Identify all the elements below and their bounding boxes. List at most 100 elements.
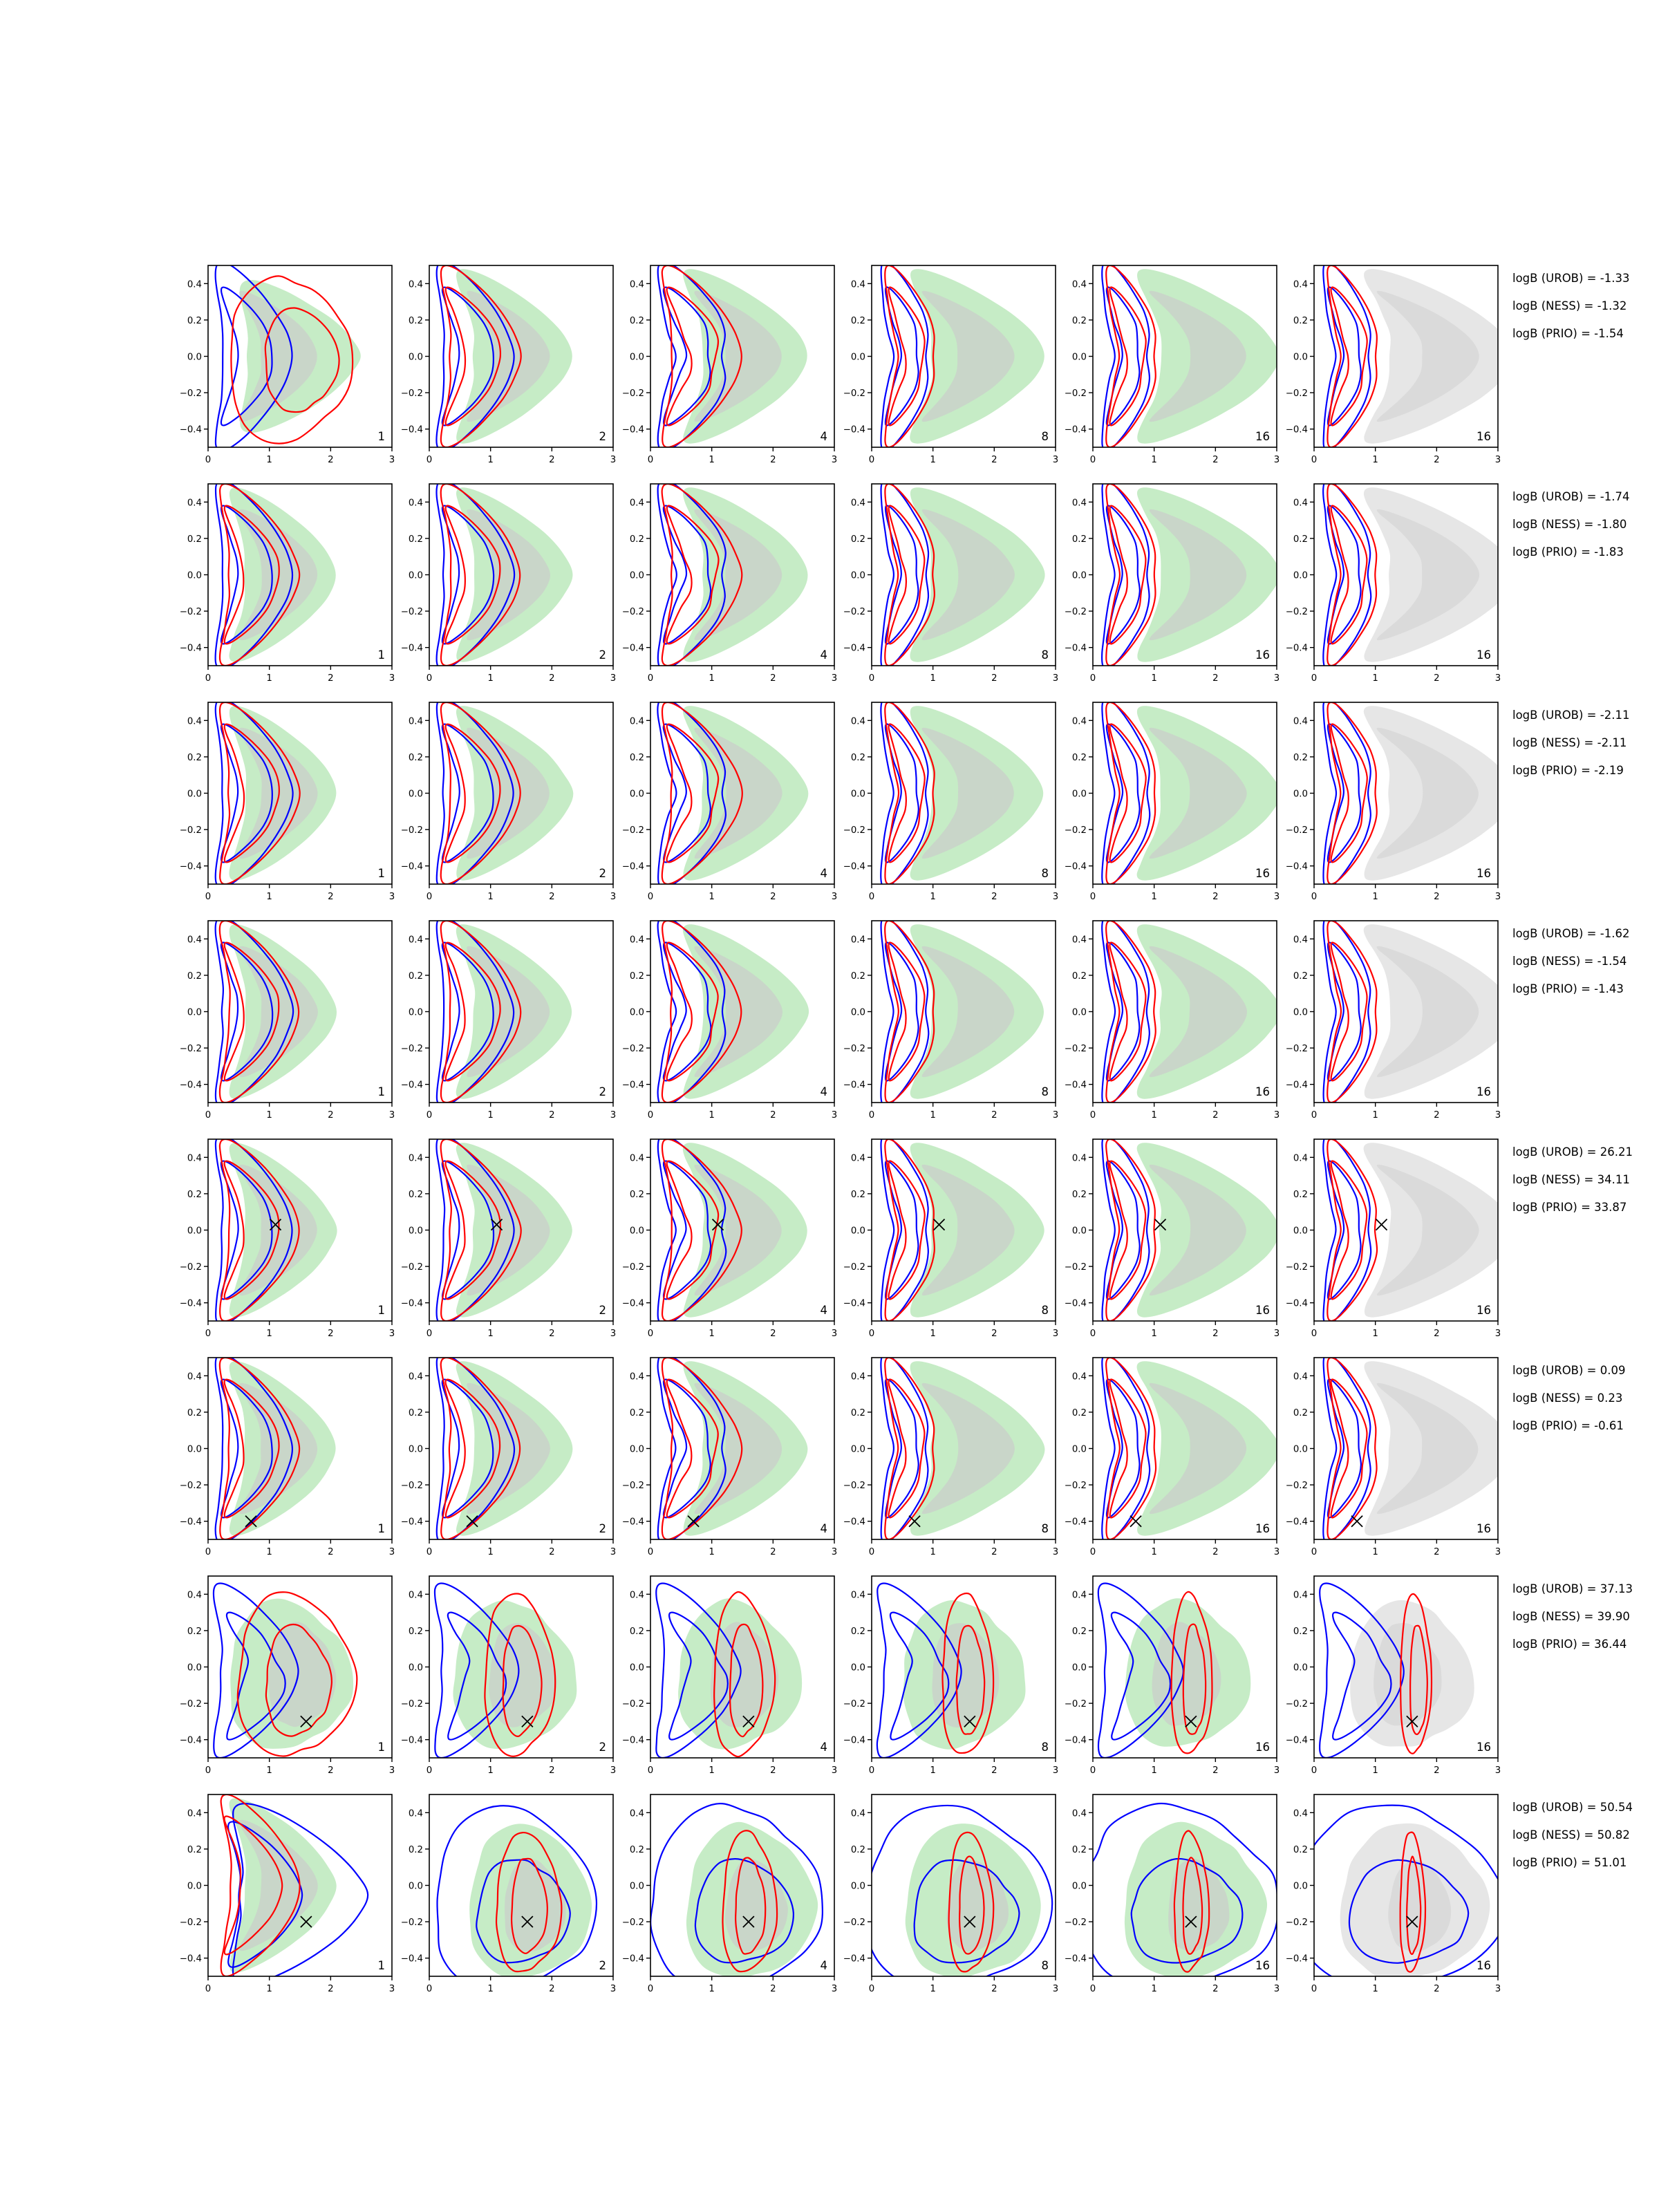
x-tick-label: 1 <box>487 1984 493 1994</box>
contour-layer <box>212 1582 358 1758</box>
x-tick-label: 3 <box>389 1984 395 1994</box>
x-tick-label: 0 <box>869 892 874 902</box>
contour-layer <box>1322 702 1498 884</box>
true-value-marker <box>521 1715 534 1728</box>
x-tick-label: 3 <box>832 1765 837 1776</box>
contour-layer <box>657 1358 808 1539</box>
x-tick-label: 0 <box>1311 1765 1317 1776</box>
y-tick-label: 0.4 <box>1072 1153 1087 1163</box>
y-tick-label: −0.2 <box>1065 825 1087 836</box>
x-tick-label: 1 <box>487 673 493 684</box>
subplot-r1-c4: 0.4 0.2 0.0 −0.2 −0.4 0 1 2 3 8 <box>843 265 1058 465</box>
true-value-marker <box>964 1715 976 1728</box>
x-tick-label: 0 <box>427 1547 432 1557</box>
y-tick-label: 0.4 <box>409 498 423 508</box>
x-tick-label: 2 <box>770 1329 776 1339</box>
red-contour-2 <box>1182 1623 1207 1735</box>
x-tick-label: 1 <box>709 892 714 902</box>
y-tick-label: 0.2 <box>187 753 202 763</box>
x-tick-label: 3 <box>1274 892 1280 902</box>
y-tick-label: −0.2 <box>401 1918 423 1928</box>
density-fill-inner <box>505 1859 566 1952</box>
y-tick-label: 0.2 <box>1293 316 1308 326</box>
y-tick-label: 0.2 <box>187 1408 202 1418</box>
x-tick-label: 1 <box>266 892 272 902</box>
density-fill-inner <box>694 509 782 641</box>
column-label: 16 <box>1255 648 1270 662</box>
y-tick-label: 0.0 <box>1072 1882 1087 1892</box>
x-tick-label: 2 <box>1434 892 1439 902</box>
y-tick-label: 0.2 <box>187 1190 202 1200</box>
logb-annotation: logB (PRIO) = -1.83 <box>1512 545 1624 559</box>
y-tick-label: −0.2 <box>1286 388 1308 399</box>
x-tick-label: 0 <box>205 1984 211 1994</box>
y-tick-label: −0.2 <box>843 1044 865 1054</box>
x-tick-label: 2 <box>770 892 776 902</box>
blue-contour-1 <box>436 1805 598 1976</box>
x-tick-label: 2 <box>328 1765 333 1776</box>
blue-contour-2 <box>1110 1611 1172 1741</box>
blue-contour-1 <box>880 921 930 1103</box>
x-tick-label: 0 <box>205 1765 211 1776</box>
y-tick-label: −0.2 <box>1286 1481 1308 1491</box>
red-contour-2 <box>1109 286 1147 427</box>
red-contour-2 <box>223 1160 280 1300</box>
x-tick-label: 3 <box>1495 1984 1501 1994</box>
y-tick-label: 0.4 <box>1072 1371 1087 1382</box>
logb-annotation: logB (NESS) = 39.90 <box>1512 1610 1630 1623</box>
y-tick-label: −0.4 <box>180 1517 202 1528</box>
blue-contour-1 <box>212 1582 299 1758</box>
y-tick-label: −0.2 <box>1065 1699 1087 1709</box>
x-tick-label: 2 <box>549 1547 554 1557</box>
blue-contour-2 <box>668 1611 729 1741</box>
blue-contour-2 <box>220 1378 273 1519</box>
x-tick-label: 1 <box>709 455 714 465</box>
x-tick-label: 2 <box>1212 892 1218 902</box>
x-tick-label: 1 <box>709 1547 714 1557</box>
y-tick-label: 0.0 <box>187 789 202 800</box>
x-tick-label: 0 <box>648 1984 653 1994</box>
column-label: 2 <box>599 867 607 880</box>
x-tick-label: 3 <box>1274 1984 1280 1994</box>
density-fill-inner <box>1376 1382 1479 1515</box>
red-contour-2 <box>888 1160 926 1300</box>
x-tick-label: 0 <box>869 455 874 465</box>
x-tick-label: 2 <box>328 673 333 684</box>
y-tick-label: 0.4 <box>409 279 423 290</box>
y-tick-label: −0.2 <box>1286 825 1308 836</box>
x-tick-label: 2 <box>770 1984 776 1994</box>
red-contour-2 <box>888 723 926 863</box>
x-tick-label: 2 <box>770 1547 776 1557</box>
blue-contour-2 <box>227 1821 303 1968</box>
blue-contour-2 <box>1105 1160 1141 1300</box>
y-tick-label: 0.0 <box>409 1226 423 1237</box>
red-contour-2 <box>223 1378 280 1519</box>
density-fill-inner <box>467 946 550 1078</box>
x-tick-label: 3 <box>1495 1110 1501 1121</box>
x-tick-label: 3 <box>1053 1110 1058 1121</box>
x-tick-label: 1 <box>709 1984 714 1994</box>
column-label: 16 <box>1477 1085 1491 1098</box>
red-contour-1 <box>884 265 935 447</box>
red-contour-2 <box>502 1624 543 1737</box>
contour-layer <box>1314 1804 1498 1976</box>
y-tick-label: 0.2 <box>409 1845 423 1855</box>
subplot-r4-c4: 0.4 0.2 0.0 −0.2 −0.4 0 1 2 3 8 <box>843 920 1058 1121</box>
logb-annotation: logB (PRIO) = -2.19 <box>1512 764 1624 777</box>
y-tick-label: −0.4 <box>622 1080 644 1091</box>
blue-contour-1 <box>655 1582 742 1758</box>
y-tick-label: 0.0 <box>1072 1445 1087 1455</box>
x-tick-label: 3 <box>1495 892 1501 902</box>
subplot-r2-c5: 0.4 0.2 0.0 −0.2 −0.4 0 1 2 3 16 <box>1065 483 1280 684</box>
x-tick-label: 3 <box>610 1547 616 1557</box>
logb-annotation: logB (UROB) = -1.62 <box>1512 927 1629 940</box>
blue-contour-2 <box>441 941 494 1082</box>
y-tick-label: 0.0 <box>1072 789 1087 800</box>
x-tick-label: 2 <box>1434 455 1439 465</box>
y-tick-label: −0.2 <box>1286 1699 1308 1709</box>
blue-contour-1 <box>1101 484 1150 666</box>
x-tick-label: 0 <box>648 1547 653 1557</box>
y-tick-label: 0.2 <box>851 1190 865 1200</box>
subplot-r6-c6: 0.4 0.2 0.0 −0.2 −0.4 0 1 2 3 16 <box>1286 1357 1501 1557</box>
x-tick-label: 0 <box>1311 892 1317 902</box>
